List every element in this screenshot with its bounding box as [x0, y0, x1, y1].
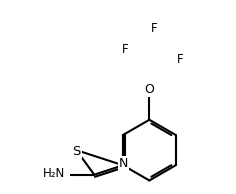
- Text: O: O: [144, 83, 154, 96]
- Text: S: S: [72, 145, 80, 158]
- Text: F: F: [151, 22, 157, 35]
- Text: F: F: [122, 43, 128, 56]
- Text: H₂N: H₂N: [43, 167, 65, 180]
- Text: N: N: [119, 157, 128, 170]
- Text: F: F: [177, 53, 183, 66]
